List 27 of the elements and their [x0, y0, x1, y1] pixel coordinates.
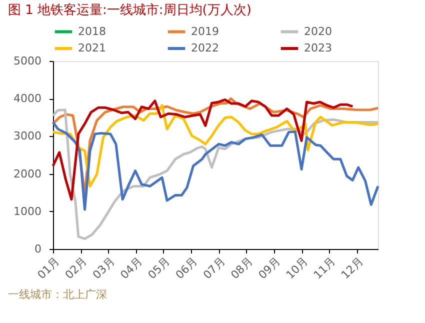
- x-tick-label: 08月: [228, 254, 256, 282]
- legend-label: 2022: [191, 42, 219, 54]
- y-tick-label: 0: [34, 242, 42, 256]
- legend-label: 2023: [304, 42, 332, 54]
- x-tick-label: 09月: [256, 254, 283, 282]
- x-tick-label: 05月: [146, 254, 172, 282]
- y-tick-label: 5000: [14, 54, 42, 68]
- x-tick-label: 11月: [311, 254, 338, 282]
- y-tick-label: 3000: [14, 130, 42, 143]
- y-tick-label: 4000: [14, 92, 42, 106]
- x-tick-label: 02月: [62, 254, 90, 282]
- y-tick-label: 2000: [14, 167, 42, 180]
- x-tick-label: 12月: [338, 254, 366, 282]
- x-tick-label: 10月: [284, 254, 310, 282]
- legend-label: 2018: [78, 24, 106, 38]
- x-tick-label: 01月: [35, 254, 62, 282]
- chart-title: 图 1 地铁客运量:一线城市:周日均(万人次): [8, 2, 252, 18]
- legend-label: 2019: [191, 24, 219, 38]
- legend-label: 2020: [304, 24, 332, 38]
- y-tick-label: 1000: [14, 204, 42, 218]
- x-tick-label: 04月: [118, 254, 145, 282]
- x-tick-label: 06月: [173, 254, 200, 282]
- text: 一线城市：北上广深: [8, 288, 107, 301]
- x-tick-label: 03月: [90, 254, 118, 282]
- x-tick-label: 07月: [200, 254, 228, 282]
- legend-label: 2021: [78, 42, 106, 54]
- line-series: [52, 121, 380, 211]
